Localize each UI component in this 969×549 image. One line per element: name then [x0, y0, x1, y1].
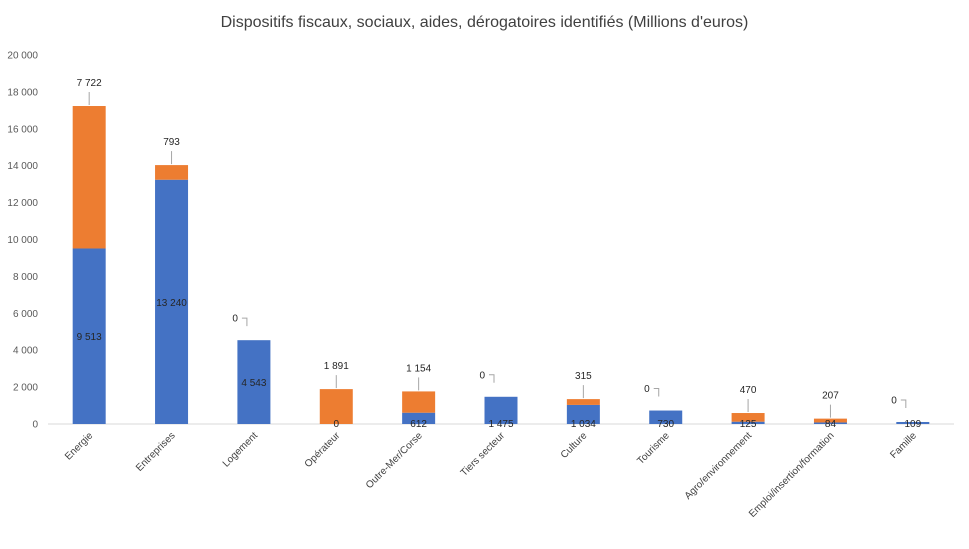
bar-segment-series1 — [731, 421, 765, 424]
data-label-series2: 315 — [575, 371, 592, 382]
bar-segment-series1 — [649, 410, 683, 424]
data-label-series2: 0 — [479, 370, 485, 381]
category-label: Tourisme — [635, 430, 672, 467]
bar-segment-series1 — [566, 404, 600, 424]
data-label-series2: 207 — [822, 391, 839, 402]
bar-segment-series1 — [813, 422, 847, 424]
y-tick-label: 18 000 — [7, 87, 38, 98]
category-label: Tiers secteur — [459, 430, 508, 479]
y-tick-label: 2 000 — [13, 383, 38, 394]
bar-segment-series2 — [319, 389, 353, 424]
data-label-series2: 0 — [891, 395, 897, 406]
data-label-series1: 84 — [825, 419, 837, 430]
bar-segment-series1 — [237, 340, 271, 424]
bar-segment-series2 — [402, 391, 436, 413]
leader-line — [241, 317, 248, 327]
data-label-series1: 0 — [333, 419, 339, 430]
data-label-series1: 730 — [657, 419, 674, 430]
bar-segment-series2 — [566, 399, 600, 405]
y-tick-label: 8 000 — [13, 272, 38, 283]
category-label: Opérateur — [303, 430, 343, 470]
data-label-series1: 13 240 — [156, 298, 187, 309]
bar-segment-series1 — [896, 421, 930, 424]
data-label-series1: 9 513 — [77, 332, 102, 343]
category-label: Logement — [221, 430, 260, 469]
data-label-series1: 612 — [410, 419, 427, 430]
bar-segment-series1 — [484, 396, 518, 424]
data-label-series1: 125 — [740, 419, 757, 430]
bar-segment-series2 — [813, 418, 847, 423]
data-label-series2: 0 — [232, 314, 238, 325]
category-label: Outre-Mer/Corse — [364, 430, 425, 491]
category-label: Emploi/insertion/formation — [747, 430, 837, 520]
data-label-series1: 109 — [904, 419, 921, 430]
y-tick-label: 0 — [32, 420, 38, 431]
data-label-series2: 0 — [644, 384, 650, 395]
data-label-series1: 1 475 — [488, 419, 513, 430]
category-label: Agro/environnement — [683, 430, 755, 502]
y-tick-label: 12 000 — [7, 198, 38, 209]
bar-segment-series2 — [72, 106, 106, 249]
leader-line — [489, 374, 495, 383]
chart-title: Dispositifs fiscaux, sociaux, aides, dér… — [220, 14, 749, 31]
data-label-series1: 4 543 — [241, 378, 266, 389]
bar-segment-series1 — [72, 248, 106, 424]
data-label-series2: 7 722 — [77, 78, 102, 89]
y-tick-label: 16 000 — [7, 124, 38, 135]
leader-line — [900, 399, 907, 408]
y-tick-label: 14 000 — [7, 161, 38, 172]
category-label: Famille — [888, 430, 919, 461]
data-label-series2: 1 154 — [406, 363, 431, 374]
y-tick-label: 6 000 — [13, 309, 38, 320]
y-tick-label: 20 000 — [7, 51, 38, 62]
bar-segment-series2 — [731, 413, 765, 422]
data-label-series2: 470 — [740, 385, 757, 396]
category-label: Entreprises — [134, 430, 178, 474]
bar-segment-series1 — [402, 412, 436, 424]
leader-line — [653, 388, 660, 397]
category-label: Culture — [559, 430, 590, 461]
bar-segment-series1 — [155, 179, 189, 424]
data-label-series1: 1 034 — [571, 419, 596, 430]
y-tick-label: 4 000 — [13, 346, 38, 357]
data-label-series2: 793 — [163, 137, 180, 148]
y-tick-label: 10 000 — [7, 235, 38, 246]
category-label: Energie — [63, 430, 95, 462]
bar-segment-series2 — [155, 165, 189, 180]
data-label-series2: 1 891 — [324, 361, 349, 372]
